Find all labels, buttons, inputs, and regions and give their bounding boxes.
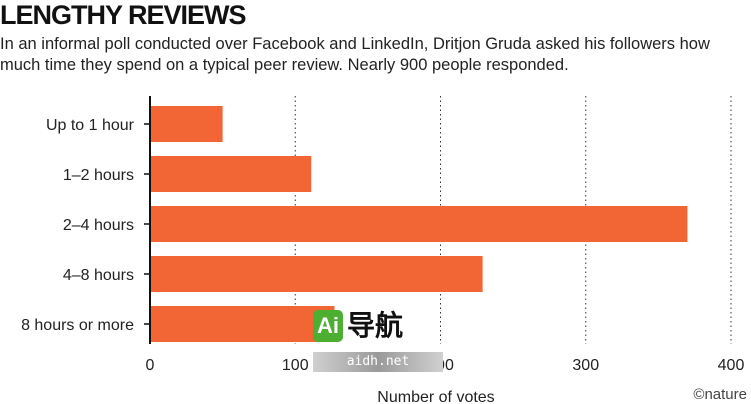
chart-subtitle: In an informal poll conducted over Faceb…	[0, 35, 710, 74]
watermark-badge: Ai	[313, 310, 343, 342]
watermark-url: aidh.net	[313, 352, 443, 372]
bar	[150, 306, 335, 342]
category-label: Up to 1 hour	[46, 117, 135, 134]
gridlines	[294, 96, 732, 344]
bar	[150, 156, 312, 192]
category-label: 1–2 hours	[63, 167, 134, 184]
bar	[150, 256, 483, 292]
x-tick-label: 100	[282, 357, 309, 374]
x-tick-label: 400	[718, 357, 745, 374]
category-labels: Up to 1 hour 1–2 hours 2–4 hours 4–8 hours 8…	[21, 117, 150, 334]
bar	[150, 206, 688, 242]
bars	[150, 106, 688, 342]
bar	[150, 106, 223, 142]
x-tick-label: 0	[146, 357, 155, 374]
category-label: 8 hours or more	[21, 317, 134, 334]
category-label: 4–8 hours	[63, 267, 134, 284]
x-tick-label: 300	[572, 357, 599, 374]
x-axis-title: Number of votes	[377, 389, 494, 404]
nature-credit: ©nature	[693, 386, 747, 403]
chart-title: LENGTHY REVIEWS	[0, 0, 247, 30]
watermark-logo: Ai 导航 aidh.net	[313, 310, 447, 374]
watermark-name: 导航	[347, 310, 404, 341]
category-label: 2–4 hours	[63, 217, 134, 234]
